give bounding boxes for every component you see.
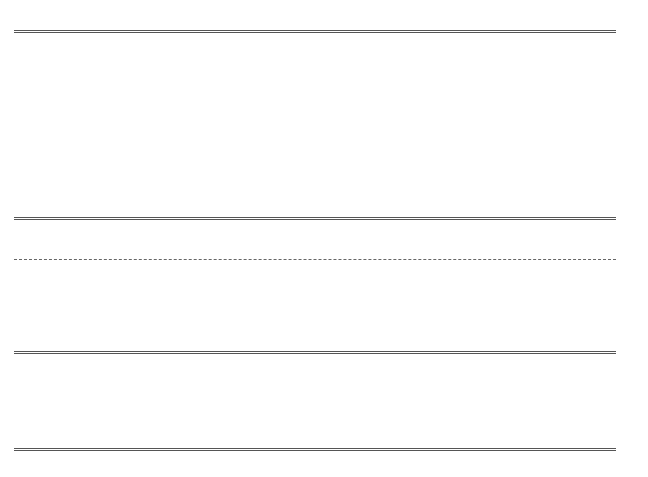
double-rule — [14, 217, 616, 220]
dashed-rule — [14, 259, 616, 260]
double-rule — [14, 448, 616, 451]
double-rule — [14, 30, 616, 33]
double-rule — [14, 351, 616, 354]
